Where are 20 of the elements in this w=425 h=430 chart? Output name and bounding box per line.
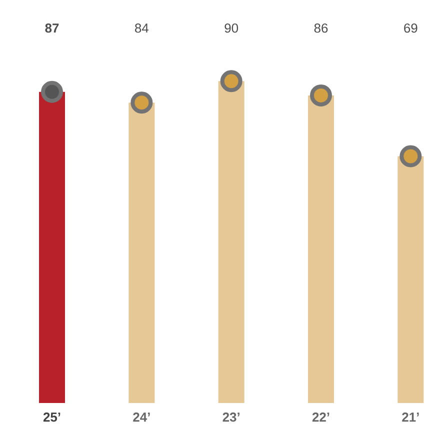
x-tick-label: 23’ bbox=[222, 412, 240, 422]
point bbox=[130, 92, 153, 114]
x-tick-label: 25’ bbox=[43, 412, 60, 422]
point bbox=[41, 80, 64, 103]
point bbox=[310, 84, 332, 106]
bar bbox=[308, 95, 334, 403]
point bbox=[220, 70, 242, 92]
point bbox=[400, 145, 422, 168]
x-tick-label: 24’ bbox=[133, 412, 150, 422]
data-label: 87 bbox=[45, 24, 59, 33]
bar bbox=[218, 81, 244, 403]
data-label: 90 bbox=[224, 24, 238, 33]
bar bbox=[39, 92, 66, 403]
data-label: 69 bbox=[404, 24, 418, 33]
data-label: 86 bbox=[314, 24, 328, 33]
bar bbox=[128, 102, 155, 403]
x-tick-label: 22’ bbox=[312, 412, 330, 422]
x-tick-label: 21’ bbox=[402, 412, 419, 422]
bar bbox=[398, 156, 424, 403]
data-label: 84 bbox=[135, 24, 148, 33]
